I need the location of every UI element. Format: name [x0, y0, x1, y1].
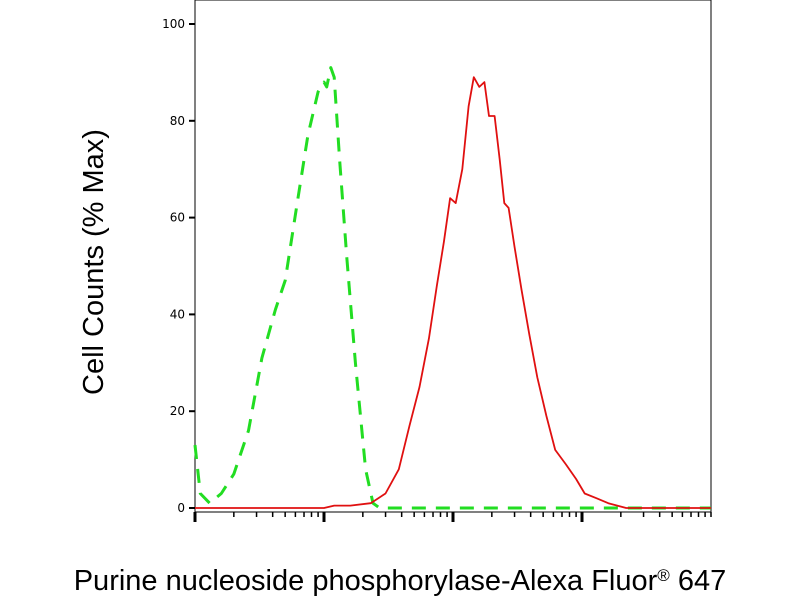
x-axis: [193, 512, 712, 522]
x-axis-label-suffix: 647: [670, 565, 726, 597]
y-tick-label: 40: [170, 307, 185, 321]
y-tick-label: 60: [170, 211, 185, 225]
series-layer: [193, 66, 711, 510]
stained-histogram-line: [195, 76, 711, 509]
x-axis-label: Purine nucleoside phosphorylase-Alexa Fl…: [74, 565, 727, 597]
y-axis: 0 20 40 60 80 100: [162, 17, 195, 515]
x-axis-label-main: Purine nucleoside phosphorylase-Alexa Fl…: [74, 565, 658, 597]
y-axis-label: Cell Counts (% Max): [78, 129, 110, 395]
control-histogram-line: [193, 66, 711, 510]
plot-frame: [194, 0, 712, 513]
y-tick-label: 80: [170, 114, 185, 128]
y-tick-label: 20: [170, 404, 185, 418]
y-tick-label: 0: [177, 501, 185, 515]
y-tick-label: 100: [162, 17, 185, 31]
registered-mark: ®: [657, 566, 670, 585]
